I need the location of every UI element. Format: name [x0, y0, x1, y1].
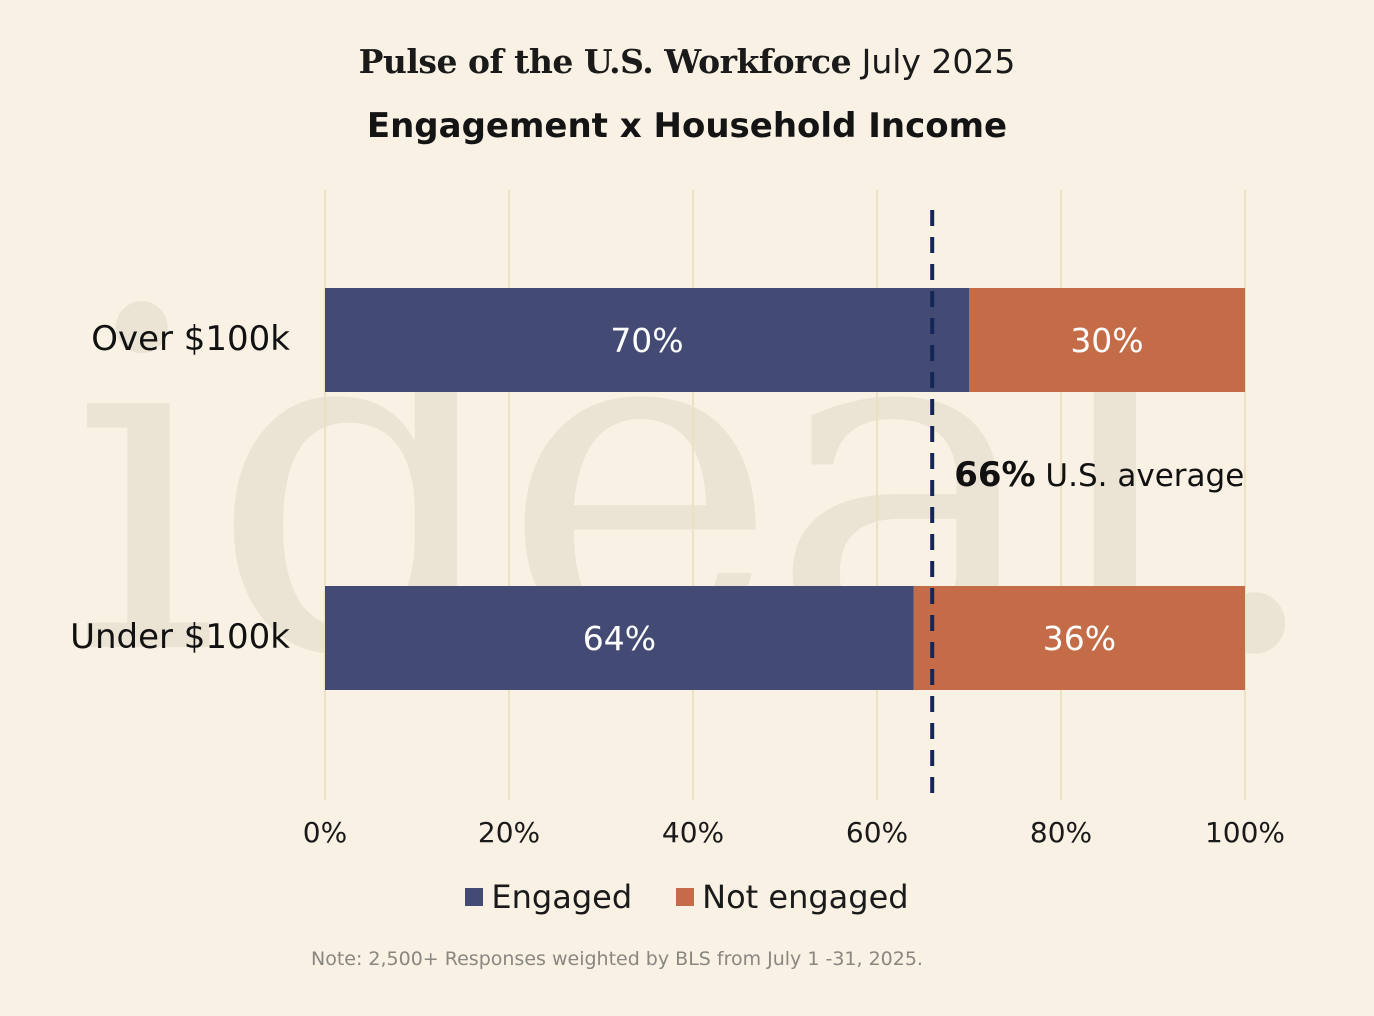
legend-item-engaged: Engaged	[465, 878, 632, 916]
data-label-engaged-over-100k: 70%	[610, 321, 683, 360]
footnote: Note: 2,500+ Responses weighted by BLS f…	[311, 948, 923, 970]
category-label-over-100k: Over $100k	[91, 319, 290, 359]
x-tick-label-0: 0%	[303, 816, 347, 849]
chart-title: Engagement x Household Income	[366, 106, 1008, 146]
x-tick-label-40: 40%	[662, 816, 724, 849]
report-date: July 2025	[861, 42, 1016, 81]
data-label-engaged-under-100k: 64%	[583, 619, 656, 658]
average-value: 66%	[954, 455, 1035, 495]
average-caption: U.S. average	[1036, 458, 1245, 494]
bar-engaged-under-100k	[325, 586, 914, 690]
data-label-not-engaged-under-100k: 36%	[1043, 619, 1116, 658]
average-label: 66% U.S. average	[954, 455, 1244, 495]
bar-not-engaged-over-100k	[969, 288, 1245, 392]
x-tick-label-20: 20%	[478, 816, 540, 849]
legend: Engaged Not engaged	[0, 878, 1374, 916]
bar-engaged-over-100k	[325, 288, 969, 392]
x-tick-label-100: 100%	[1205, 816, 1285, 849]
header: Pulse of the U.S. Workforce July 2025 En…	[0, 40, 1374, 148]
category-label-under-100k: Under $100k	[70, 617, 290, 657]
x-tick-label-80: 80%	[1030, 816, 1092, 849]
data-label-not-engaged-over-100k: 30%	[1070, 321, 1143, 360]
bar-not-engaged-under-100k	[913, 586, 1245, 690]
legend-swatch-not-engaged	[676, 888, 695, 906]
x-tick-label-60: 60%	[846, 816, 908, 849]
legend-swatch-engaged	[465, 888, 484, 906]
legend-label-engaged: Engaged	[491, 878, 633, 916]
legend-label-not-engaged: Not engaged	[702, 878, 909, 916]
legend-item-not-engaged: Not engaged	[676, 878, 909, 916]
brand-name: Pulse of the U.S. Workforce	[358, 42, 852, 81]
brand-line: Pulse of the U.S. Workforce July 2025	[0, 40, 1374, 84]
